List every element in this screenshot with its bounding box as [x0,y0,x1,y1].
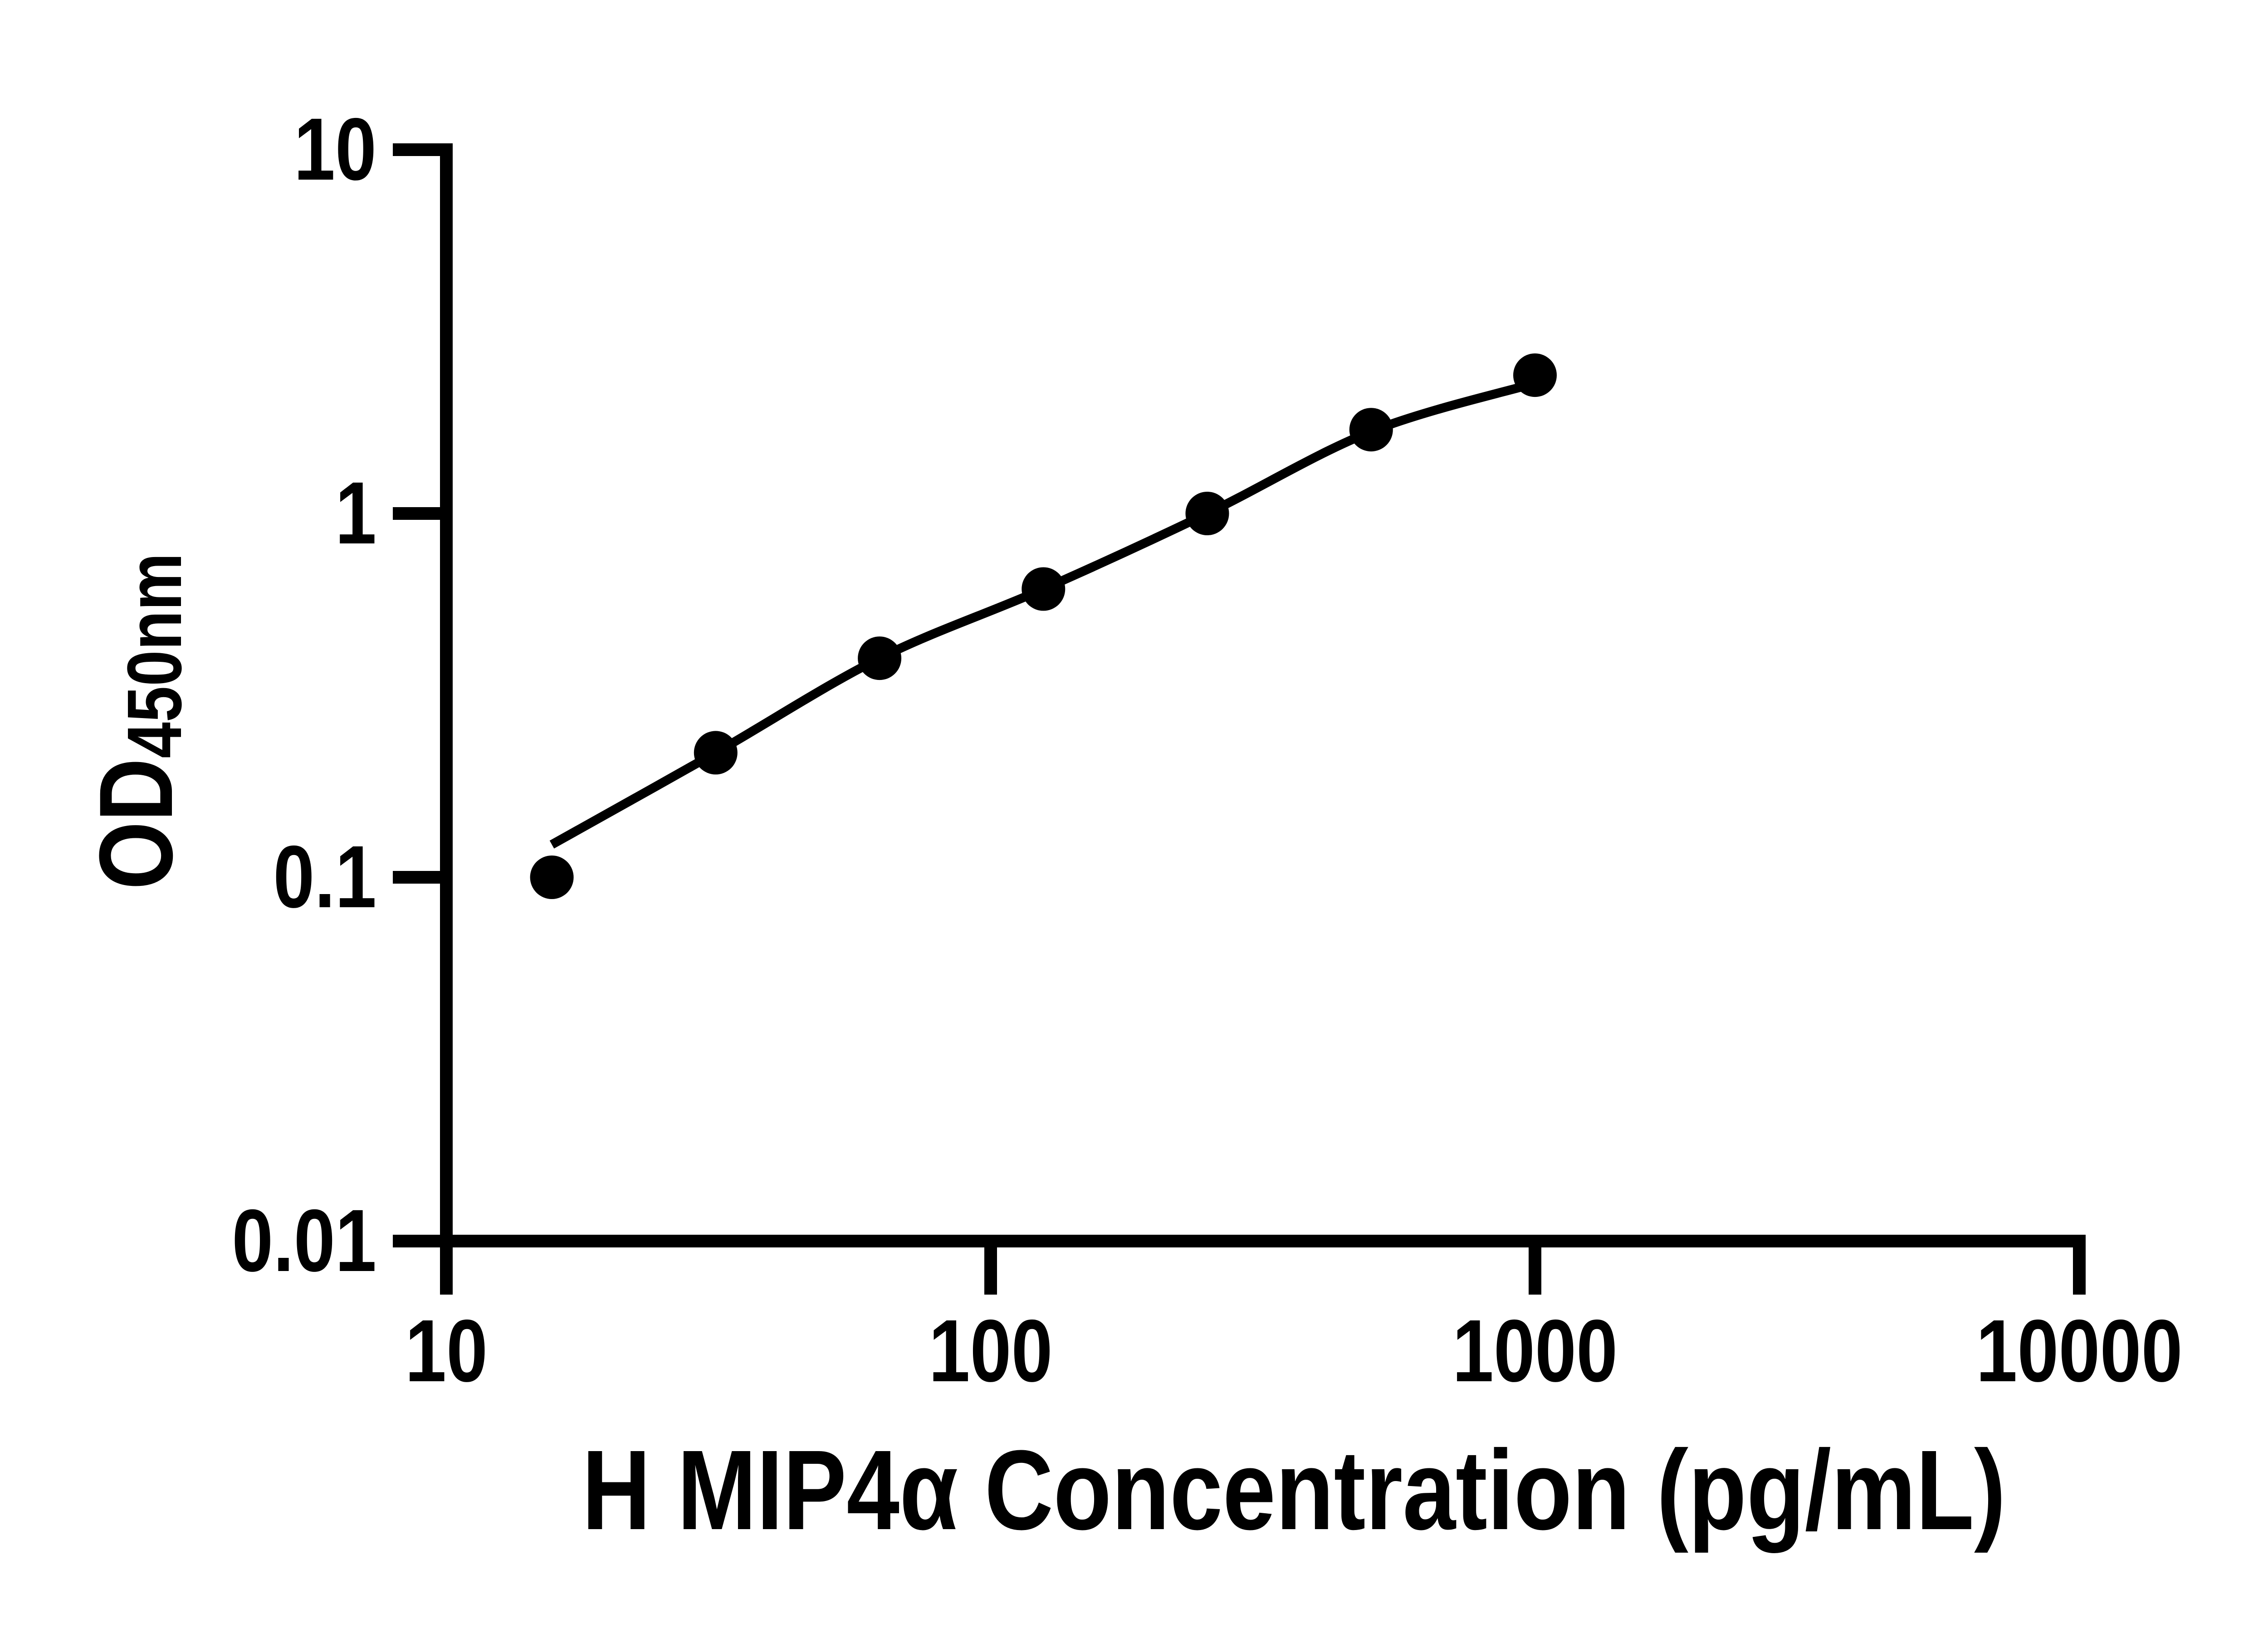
y-tick-label-0.1: 0.1 [273,828,376,927]
data-point-2 [694,731,738,775]
y-axis-title-main: OD [78,758,194,890]
standard-curve-line [549,379,1536,849]
standard-curve [549,379,1536,849]
x-tick-label-10: 10 [405,1302,488,1401]
data-point-5 [1185,492,1229,535]
y-tick-label-1: 1 [335,464,376,563]
x-axis-title: H MIP4α Concentration (pg/mL) [446,1433,2079,1547]
data-point-3 [858,636,902,680]
data-point-7 [1513,353,1557,397]
data-point-4 [1022,567,1066,611]
y-axis-title-sub: 450nm [112,552,198,758]
y-axis-title-text: OD450nm [78,553,198,890]
axes [393,143,2086,1295]
x-tick-label-1000: 1000 [1452,1302,1618,1401]
y-tick-label-10: 10 [294,100,376,199]
y-axis-title: OD450nm [0,494,363,948]
x-axis-title-text: H MIP4α Concentration (pg/mL) [582,1427,2006,1553]
data-point-6 [1349,408,1393,452]
x-tick-label-10000: 10000 [1976,1302,2182,1401]
data-points [530,353,1557,899]
tick-labels: 10 1 0.1 0.01 10 100 1000 10000 [232,100,2183,1401]
y-tick-label-0.01: 0.01 [232,1192,376,1291]
x-tick-label-100: 100 [929,1302,1052,1401]
data-point-1 [530,856,574,899]
